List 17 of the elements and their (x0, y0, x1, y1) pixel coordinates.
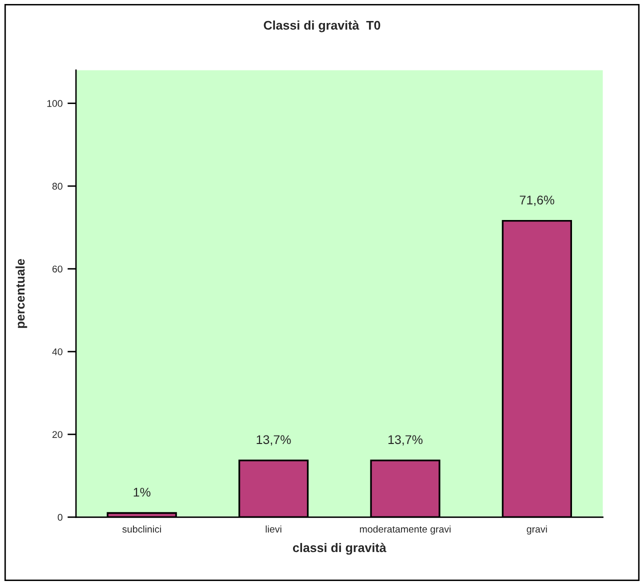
y-tick-label: 40 (52, 348, 62, 356)
y-axis-title: percentuale (15, 259, 28, 328)
chart-title: Classi di gravità T0 (264, 20, 380, 32)
x-tick-label: lievi (266, 525, 282, 533)
y-tick-label: 80 (52, 182, 62, 190)
x-tick-label: gravi (526, 525, 547, 535)
data-label: 1% (134, 488, 150, 497)
y-tick-label: 0 (58, 514, 62, 521)
x-tick-label: moderatamente gravi (360, 525, 451, 535)
data-label: 13,7% (256, 435, 291, 446)
y-tick-label: 100 (47, 100, 62, 107)
y-tick-label: 20 (52, 431, 62, 438)
data-label: 71,6% (520, 196, 554, 206)
y-tick-label: 60 (52, 266, 62, 272)
data-label: 13,7% (388, 435, 423, 446)
x-tick-label: subclinici (122, 525, 161, 533)
x-axis-title: classi di gravità (292, 542, 386, 555)
